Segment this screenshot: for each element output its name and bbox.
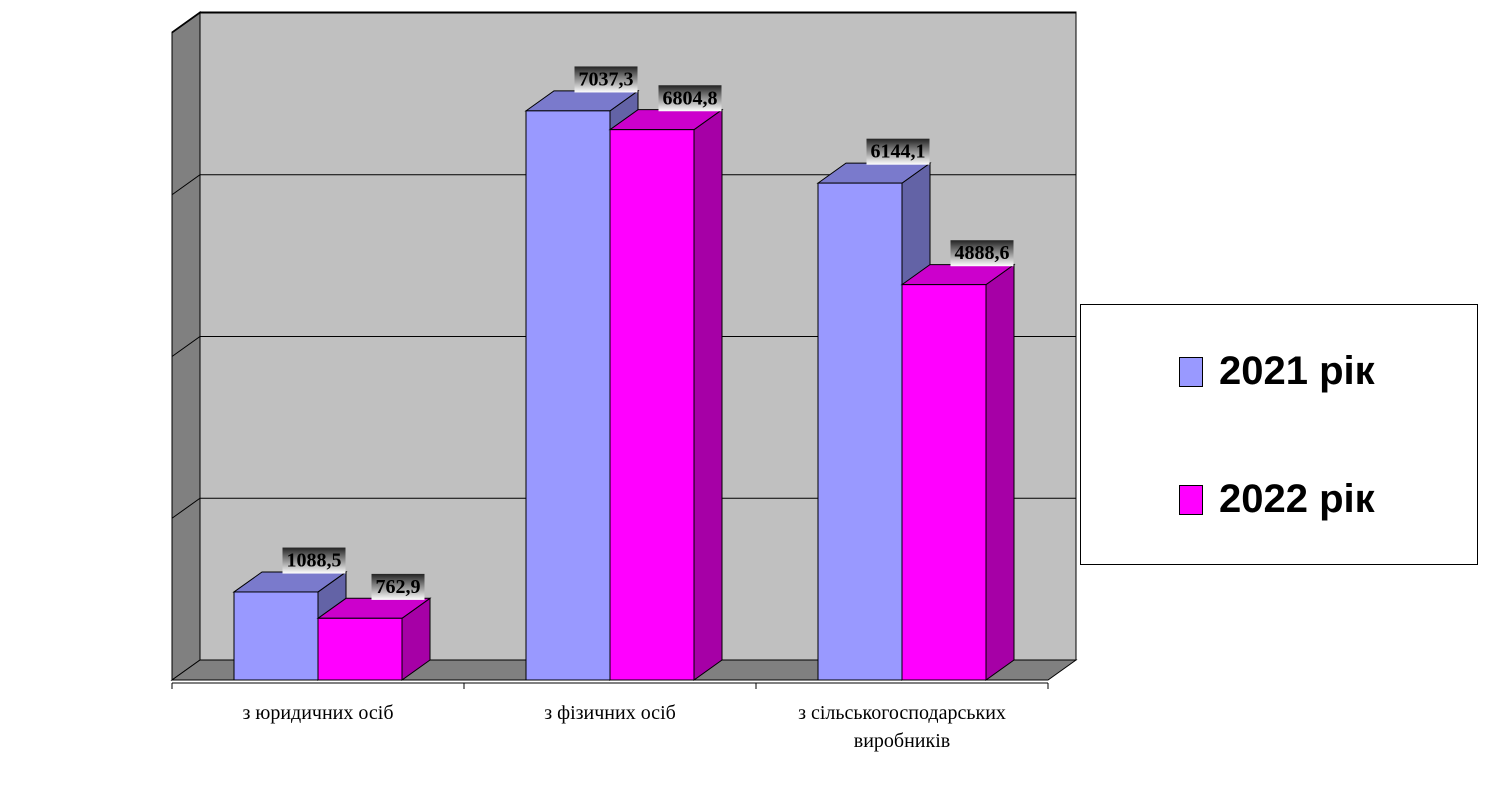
x-tick-label: з юридичних осіб <box>242 702 394 724</box>
bar <box>317 617 403 681</box>
data-label-text: 6804,8 <box>663 87 718 109</box>
x-tick-label: з сільськогосподарських виробників <box>798 702 1006 752</box>
data-label: 762,9 <box>371 573 425 600</box>
legend-swatch <box>1179 484 1203 515</box>
bar-side <box>693 108 723 681</box>
bar <box>233 591 319 681</box>
data-label-text: 6144,1 <box>871 141 926 163</box>
data-label-box <box>658 85 722 112</box>
data-label: 1088,5 <box>282 547 346 574</box>
legend: 2021 рік 2022 рік <box>1080 304 1478 565</box>
data-label: 4888,6 <box>950 240 1014 267</box>
data-label-text: 7037,3 <box>579 68 634 90</box>
bar <box>901 284 987 681</box>
data-label-box <box>574 66 638 93</box>
data-label-text: 4888,6 <box>955 242 1010 264</box>
grid-line <box>171 174 1076 196</box>
bar <box>609 129 695 681</box>
x-tick-label: з фізичних осіб <box>544 702 676 724</box>
bar <box>817 182 903 681</box>
bar <box>525 110 611 681</box>
bar-side <box>985 263 1015 681</box>
data-label-text: 1088,5 <box>287 550 342 572</box>
legend-item: 2021 рік <box>1179 349 1375 394</box>
legend-swatch <box>1179 356 1203 387</box>
data-label-box <box>950 240 1014 267</box>
data-label-box <box>866 138 930 165</box>
legend-label: 2022 рік <box>1219 477 1375 521</box>
data-label-box <box>371 573 425 600</box>
legend-item: 2022 рік <box>1179 477 1375 522</box>
data-label: 6804,8 <box>658 85 722 112</box>
grid-line <box>171 497 1076 519</box>
legend-label: 2021 рік <box>1219 349 1375 393</box>
data-label-text: 762,9 <box>376 576 421 598</box>
data-label: 7037,3 <box>574 66 638 93</box>
grid-line <box>171 12 1076 34</box>
data-label: 6144,1 <box>866 138 930 165</box>
data-label-box <box>282 547 346 574</box>
grid-line <box>171 336 1076 357</box>
